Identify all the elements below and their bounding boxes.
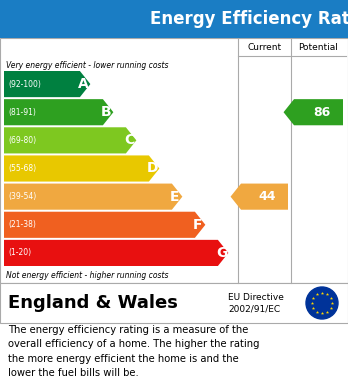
Text: (92-100): (92-100) xyxy=(8,80,41,89)
Polygon shape xyxy=(4,99,113,125)
Text: (21-38): (21-38) xyxy=(8,220,36,229)
Text: 2002/91/EC: 2002/91/EC xyxy=(228,305,280,314)
Polygon shape xyxy=(284,99,343,125)
Bar xyxy=(0,283,348,323)
Text: (1-20): (1-20) xyxy=(8,248,31,257)
Text: Potential: Potential xyxy=(299,43,339,52)
Bar xyxy=(0,38,348,283)
Polygon shape xyxy=(4,183,182,210)
Polygon shape xyxy=(4,71,90,97)
Polygon shape xyxy=(4,212,205,238)
Text: EU Directive: EU Directive xyxy=(228,292,284,301)
Polygon shape xyxy=(4,127,136,153)
Text: Very energy efficient - lower running costs: Very energy efficient - lower running co… xyxy=(6,61,168,70)
Text: G: G xyxy=(216,246,227,260)
Text: (69-80): (69-80) xyxy=(8,136,36,145)
Text: 86: 86 xyxy=(313,106,330,119)
Text: Not energy efficient - higher running costs: Not energy efficient - higher running co… xyxy=(6,271,168,280)
Text: (81-91): (81-91) xyxy=(8,108,36,117)
Text: England & Wales: England & Wales xyxy=(8,294,178,312)
Text: (55-68): (55-68) xyxy=(8,164,36,173)
Text: D: D xyxy=(147,161,158,176)
Text: Current: Current xyxy=(247,43,282,52)
Polygon shape xyxy=(4,156,159,181)
Text: C: C xyxy=(124,133,134,147)
Bar xyxy=(0,0,348,38)
Text: F: F xyxy=(193,218,203,232)
Text: Energy Efficiency Rating: Energy Efficiency Rating xyxy=(150,10,348,28)
Polygon shape xyxy=(230,183,288,210)
Text: (39-54): (39-54) xyxy=(8,192,36,201)
Text: The energy efficiency rating is a measure of the
overall efficiency of a home. T: The energy efficiency rating is a measur… xyxy=(8,325,260,378)
Text: A: A xyxy=(78,77,89,91)
Text: 44: 44 xyxy=(259,190,276,203)
Circle shape xyxy=(306,287,338,319)
Text: B: B xyxy=(101,105,111,119)
Polygon shape xyxy=(4,240,228,266)
Text: E: E xyxy=(170,190,180,204)
